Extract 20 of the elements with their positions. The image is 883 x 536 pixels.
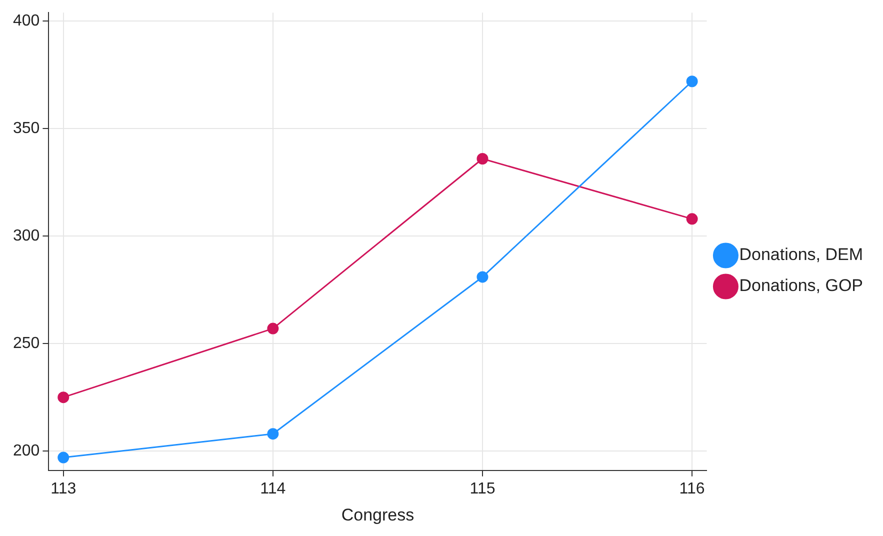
legend-label: Donations, GOP: [739, 276, 863, 296]
x-tick-label: 113: [50, 480, 76, 498]
point: [58, 452, 70, 464]
point: [58, 392, 70, 404]
point: [267, 322, 279, 334]
y-tick-label: 300: [12, 228, 40, 245]
y-tick-label: 350: [12, 120, 40, 138]
y-tick-label: 200: [12, 442, 40, 460]
point: [476, 153, 488, 164]
point: [476, 271, 488, 283]
point: [686, 76, 698, 88]
x-tick-label: 115: [470, 480, 496, 498]
x-axis-title: Congress: [341, 505, 414, 524]
x-tick-label: 114: [260, 480, 286, 498]
point: [686, 213, 698, 225]
y-tick-label: 250: [12, 335, 40, 352]
y-tick-label: 400: [12, 12, 40, 30]
legend-label: Donations, DEM: [739, 245, 863, 264]
point: [267, 428, 279, 440]
x-tick-label: 116: [679, 480, 705, 498]
